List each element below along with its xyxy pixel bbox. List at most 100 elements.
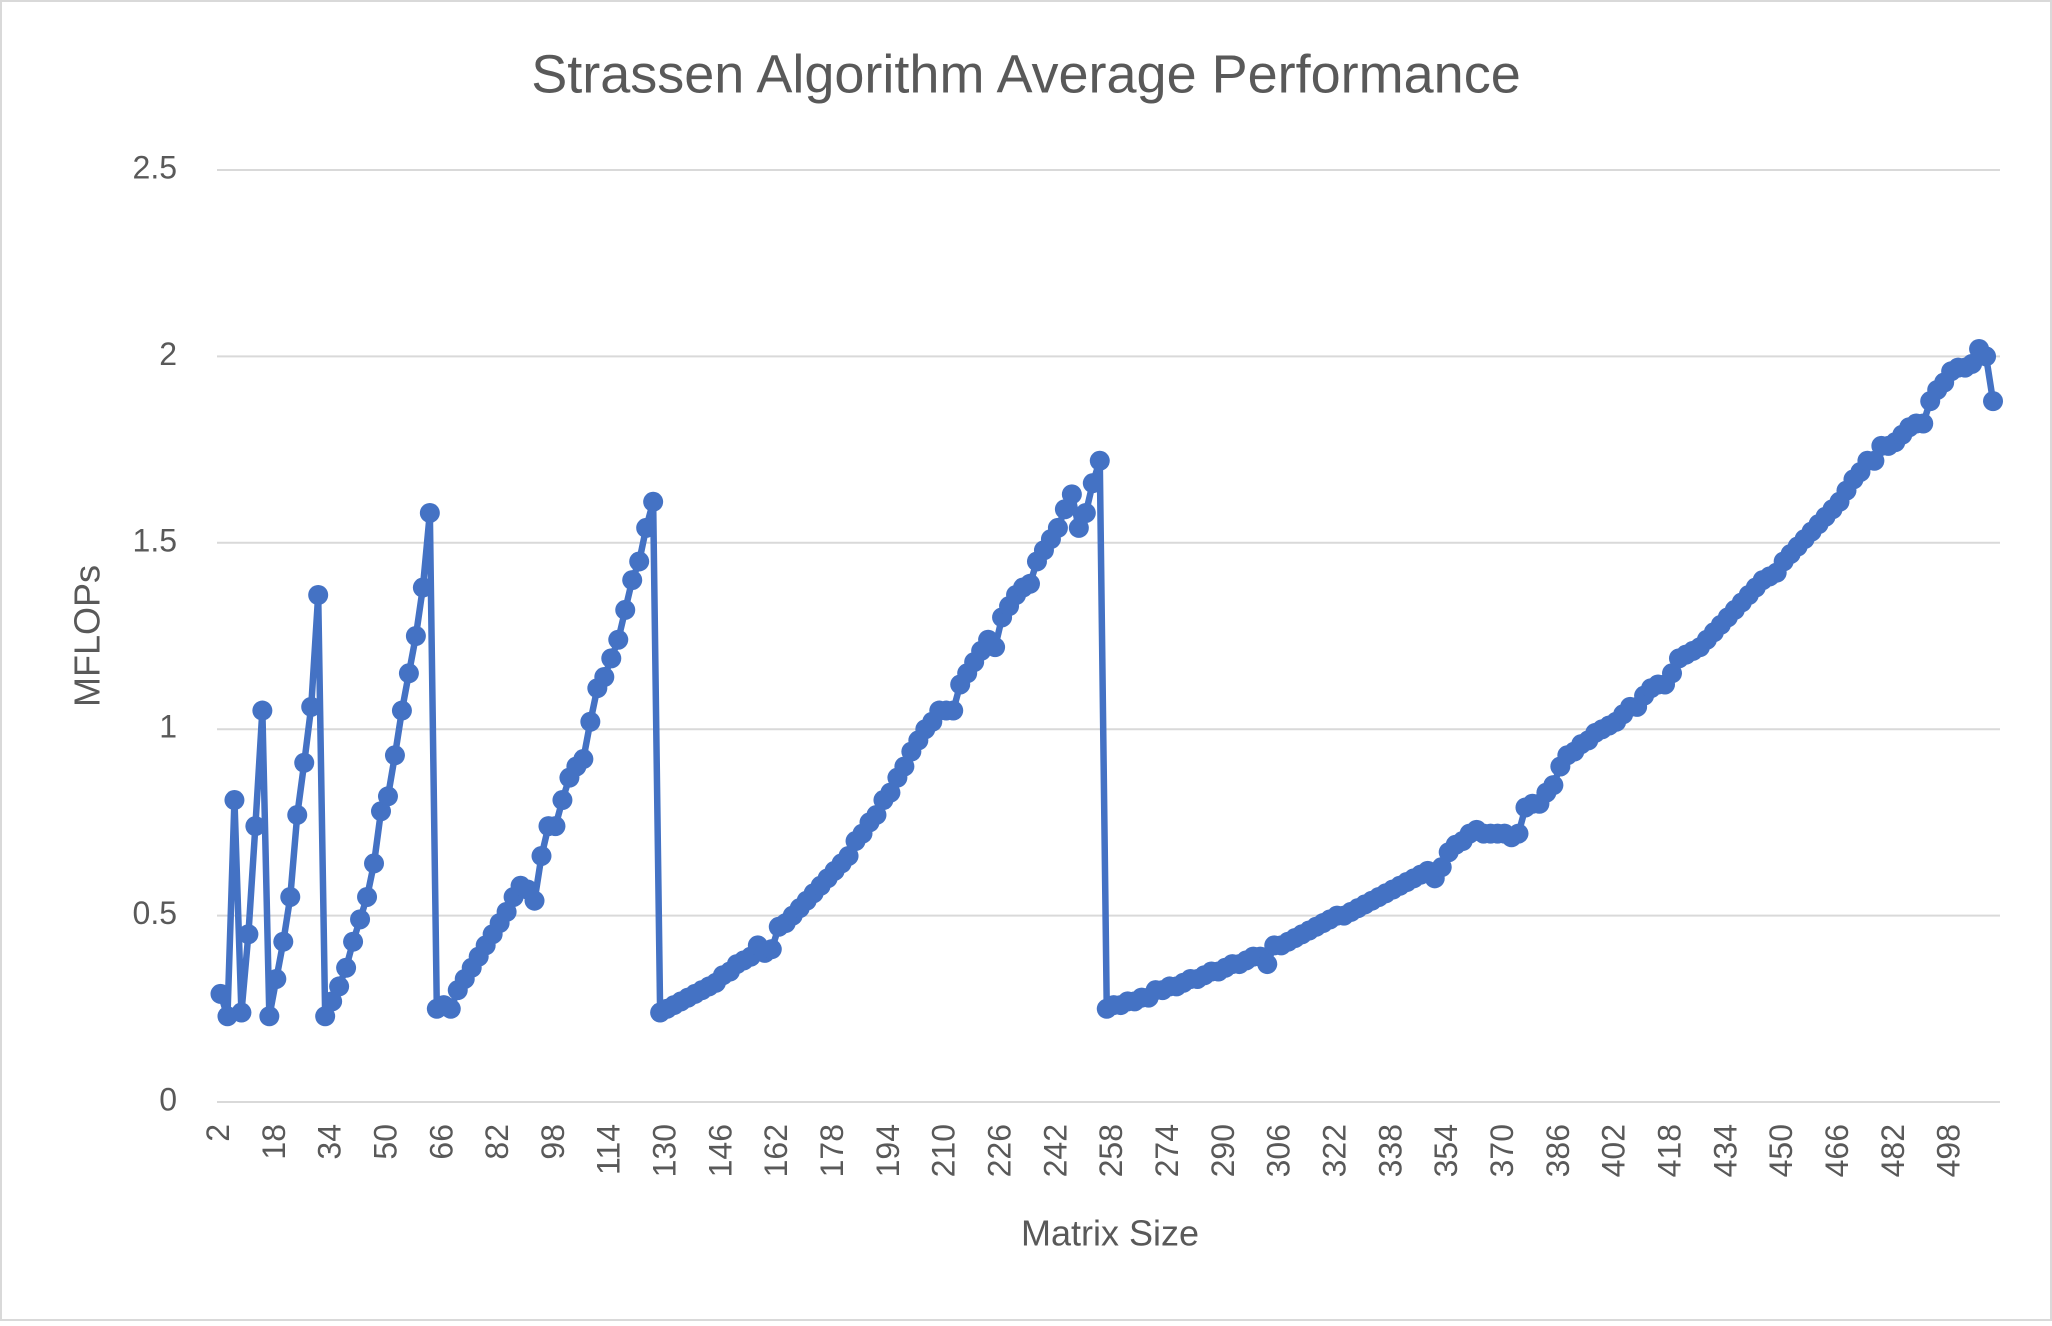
data-point xyxy=(301,696,322,717)
data-point xyxy=(629,551,650,572)
x-tick-label: 210 xyxy=(926,1124,962,1177)
data-point xyxy=(1075,502,1096,523)
data-point xyxy=(259,1006,280,1027)
x-tick-label: 258 xyxy=(1093,1124,1129,1177)
x-tick-label: 418 xyxy=(1651,1124,1687,1177)
x-tick-label: 482 xyxy=(1875,1124,1911,1177)
data-point xyxy=(943,700,964,721)
data-point xyxy=(391,700,412,721)
data-point xyxy=(384,745,405,766)
data-point xyxy=(308,584,329,605)
x-tick-label: 242 xyxy=(1037,1124,1073,1177)
x-tick-label: 466 xyxy=(1819,1124,1855,1177)
data-point xyxy=(1257,954,1278,975)
data-point xyxy=(440,998,461,1019)
data-point xyxy=(1662,663,1683,684)
data-point xyxy=(412,577,433,598)
x-tick-label: 178 xyxy=(814,1124,850,1177)
data-point xyxy=(273,931,294,952)
data-point xyxy=(615,599,636,620)
data-point xyxy=(224,790,245,811)
data-point xyxy=(336,957,357,978)
y-tick-label: 0 xyxy=(159,1081,177,1117)
x-tick-label: 450 xyxy=(1763,1124,1799,1177)
x-tick-label: 2 xyxy=(200,1124,236,1142)
x-tick-label: 306 xyxy=(1261,1124,1297,1177)
x-tick-label: 274 xyxy=(1149,1124,1185,1177)
data-point xyxy=(636,517,657,538)
data-point xyxy=(343,931,364,952)
x-tick-label: 114 xyxy=(591,1124,627,1175)
data-point xyxy=(1864,450,1885,471)
data-point xyxy=(866,804,887,825)
data-point xyxy=(1082,473,1103,494)
data-point xyxy=(573,749,594,770)
data-point xyxy=(287,804,308,825)
data-point xyxy=(231,1002,252,1023)
data-point xyxy=(252,700,273,721)
x-tick-label: 226 xyxy=(982,1124,1018,1177)
data-point xyxy=(238,924,259,945)
data-point xyxy=(1543,775,1564,796)
data-point xyxy=(1976,346,1997,367)
x-tick-label: 130 xyxy=(647,1124,683,1177)
data-point xyxy=(601,648,622,669)
data-point xyxy=(622,570,643,591)
data-point xyxy=(1068,517,1089,538)
data-point xyxy=(364,853,385,874)
x-tick-label: 194 xyxy=(870,1124,906,1177)
y-tick-label: 1.5 xyxy=(133,522,177,558)
data-point xyxy=(1054,499,1075,520)
data-point xyxy=(419,502,440,523)
data-point xyxy=(210,983,231,1004)
x-tick-label: 370 xyxy=(1484,1124,1520,1177)
data-point xyxy=(377,786,398,807)
data-point xyxy=(315,1006,336,1027)
x-tick-label: 402 xyxy=(1596,1124,1632,1177)
data-point xyxy=(266,968,287,989)
data-point xyxy=(1983,391,2004,412)
data-point xyxy=(552,790,573,811)
x-tick-label: 34 xyxy=(312,1124,348,1160)
data-point xyxy=(1508,823,1529,844)
data-point xyxy=(894,756,915,777)
y-axis-title: MFLOPs xyxy=(67,565,108,707)
data-point xyxy=(357,886,378,907)
x-tick-label: 338 xyxy=(1372,1124,1408,1177)
data-point xyxy=(496,901,517,922)
x-tick-label: 498 xyxy=(1931,1124,1967,1177)
data-point xyxy=(322,991,343,1012)
x-tick-label: 146 xyxy=(702,1124,738,1177)
data-point xyxy=(545,816,566,837)
y-tick-label: 0.5 xyxy=(133,895,177,931)
data-point xyxy=(329,976,350,997)
data-point xyxy=(294,752,315,773)
data-point xyxy=(838,845,859,866)
y-tick-label: 2.5 xyxy=(133,149,177,185)
data-point xyxy=(1019,573,1040,594)
data-point xyxy=(405,626,426,646)
chart-title: Strassen Algorithm Average Performance xyxy=(531,44,1521,104)
x-tick-label: 50 xyxy=(367,1124,403,1160)
data-point xyxy=(985,637,1006,658)
x-tick-label: 82 xyxy=(479,1124,515,1160)
x-tick-label: 66 xyxy=(423,1124,459,1160)
y-tick-label: 2 xyxy=(159,336,177,372)
data-point xyxy=(643,491,664,512)
data-point xyxy=(761,939,782,960)
x-tick-label: 98 xyxy=(535,1124,571,1160)
data-point xyxy=(350,909,371,930)
data-point xyxy=(370,801,391,822)
data-point xyxy=(880,782,901,803)
data-point xyxy=(594,667,615,688)
data-point xyxy=(1047,517,1068,538)
data-point xyxy=(524,890,545,911)
data-point xyxy=(1089,450,1110,471)
data-point xyxy=(398,663,419,684)
x-tick-label: 162 xyxy=(758,1124,794,1177)
y-tick-label: 1 xyxy=(159,709,177,745)
data-point xyxy=(580,711,601,732)
x-tick-label: 434 xyxy=(1707,1124,1743,1177)
